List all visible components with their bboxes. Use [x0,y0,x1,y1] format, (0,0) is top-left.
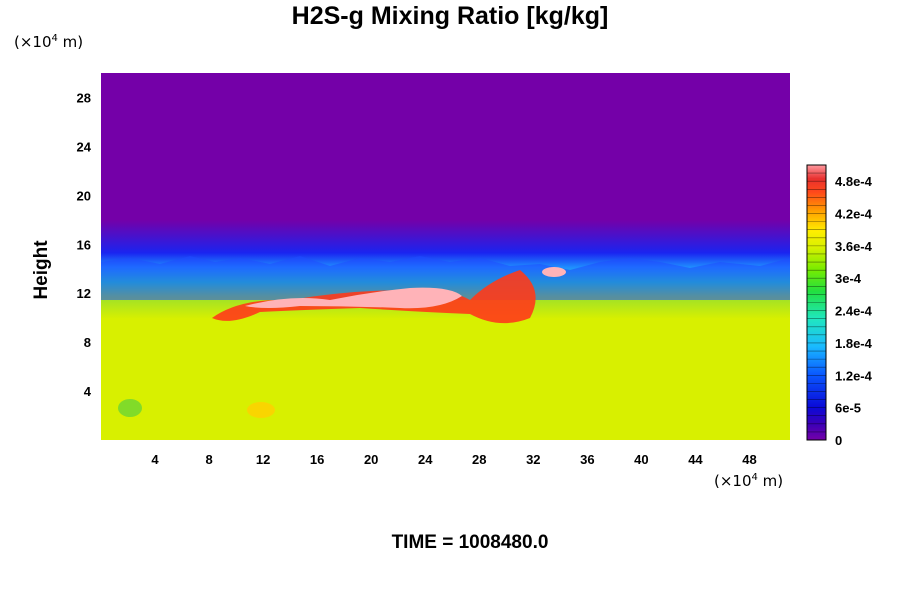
x-tick-label: 40 [634,452,648,467]
colorbar-tick-label: 2.4e-4 [835,304,873,319]
x-axis-ticks: 4 8 12 16 20 24 28 32 36 40 44 48 [151,452,756,467]
x-tick-label: 4 [151,452,159,467]
y-tick-label: 4 [84,384,92,399]
x-tick-label: 32 [526,452,540,467]
x-tick-label: 28 [472,452,486,467]
interface-band [101,256,790,300]
bottom-green-patch [118,399,142,417]
colorbar-tick-label: 4.8e-4 [835,174,873,189]
field-features [101,256,790,418]
x-tick-label: 8 [205,452,212,467]
y-tick-label: 20 [77,188,91,203]
x-tick-label: 24 [418,452,433,467]
field-background [101,73,790,440]
x-tick-label: 20 [364,452,378,467]
colorbar-tick-label: 6e-5 [835,401,861,416]
y-tick-label: 16 [77,237,91,252]
colorbar-tick-label: 1.2e-4 [835,368,873,383]
colorbar-level-lines [807,172,826,433]
colorbar-tick-label: 3.6e-4 [835,239,873,254]
colorbar-ticks: 0 6e-5 1.2e-4 1.8e-4 2.4e-4 3e-4 3.6e-4 4.2e-4 4… [835,174,873,448]
y-tick-label: 24 [77,139,92,154]
x-tick-label: 44 [688,452,703,467]
y-axis-unit: (×104 m) [14,33,84,51]
x-tick-label: 12 [256,452,270,467]
y-axis-ticks: 4 8 12 16 20 24 28 [77,90,92,399]
y-tick-label: 8 [84,335,91,350]
x-tick-label: 16 [310,452,324,467]
y-tick-label: 12 [77,286,91,301]
colorbar-tick-label: 4.2e-4 [835,207,873,222]
colorbar-tick-label: 3e-4 [835,271,862,286]
bottom-blob [247,402,275,418]
time-label: TIME = 1008480.0 [391,532,549,553]
colorbar-tick-label: 1.8e-4 [835,336,873,351]
colorbar: 0 6e-5 1.2e-4 1.8e-4 2.4e-4 3e-4 3.6e-4 4.2e-4 4… [806,164,873,448]
x-tick-label: 36 [580,452,594,467]
peak-core-small [542,267,566,277]
x-axis-unit: (×104 m) [714,472,784,490]
colorbar-tick-label: 0 [835,433,842,448]
chart-title: H2S-g Mixing Ratio [kg/kg] [291,2,609,30]
peak-core [245,287,462,309]
y-tick-label: 28 [77,90,91,105]
x-tick-label: 48 [742,452,756,467]
